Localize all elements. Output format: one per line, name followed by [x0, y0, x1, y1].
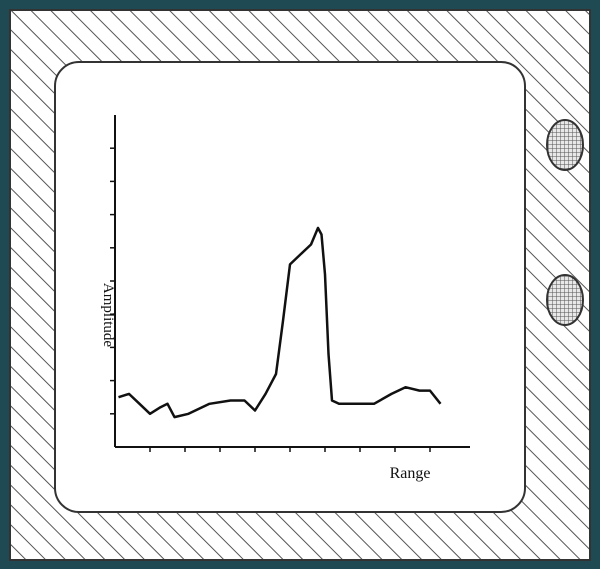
- signal-trace: [118, 226, 442, 419]
- plot-area: Range Amplitude: [100, 115, 470, 482]
- x-axis-label: Range: [390, 465, 431, 482]
- control-knob[interactable]: [546, 274, 584, 326]
- display-screen: [54, 61, 526, 513]
- y-axis-label: Amplitude: [100, 283, 116, 348]
- control-knob[interactable]: [546, 119, 584, 171]
